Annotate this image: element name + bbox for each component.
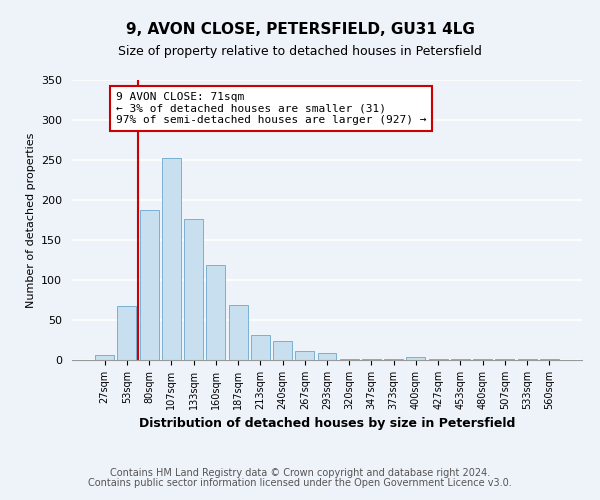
Bar: [229, 305, 248, 360]
Bar: [406, 357, 425, 360]
Bar: [184, 219, 203, 360]
Text: Contains public sector information licensed under the Open Government Licence v3: Contains public sector information licen…: [88, 478, 512, 488]
Bar: [451, 359, 470, 360]
Bar: [496, 359, 514, 360]
Bar: [340, 359, 359, 360]
Bar: [140, 210, 158, 360]
Bar: [295, 351, 314, 360]
Bar: [162, 158, 181, 360]
Text: Size of property relative to detached houses in Petersfield: Size of property relative to detached ho…: [118, 45, 482, 58]
Bar: [317, 353, 337, 360]
Bar: [362, 359, 381, 360]
Y-axis label: Number of detached properties: Number of detached properties: [26, 132, 35, 308]
Bar: [518, 359, 536, 360]
Bar: [384, 359, 403, 360]
Text: 9, AVON CLOSE, PETERSFIELD, GU31 4LG: 9, AVON CLOSE, PETERSFIELD, GU31 4LG: [125, 22, 475, 38]
Bar: [118, 306, 136, 360]
Text: 9 AVON CLOSE: 71sqm
← 3% of detached houses are smaller (31)
97% of semi-detache: 9 AVON CLOSE: 71sqm ← 3% of detached hou…: [116, 92, 426, 125]
Bar: [206, 265, 225, 360]
Bar: [273, 341, 292, 360]
X-axis label: Distribution of detached houses by size in Petersfield: Distribution of detached houses by size …: [139, 418, 515, 430]
Bar: [429, 359, 448, 360]
Bar: [473, 359, 492, 360]
Bar: [540, 359, 559, 360]
Bar: [251, 335, 270, 360]
Text: Contains HM Land Registry data © Crown copyright and database right 2024.: Contains HM Land Registry data © Crown c…: [110, 468, 490, 478]
Bar: [95, 355, 114, 360]
